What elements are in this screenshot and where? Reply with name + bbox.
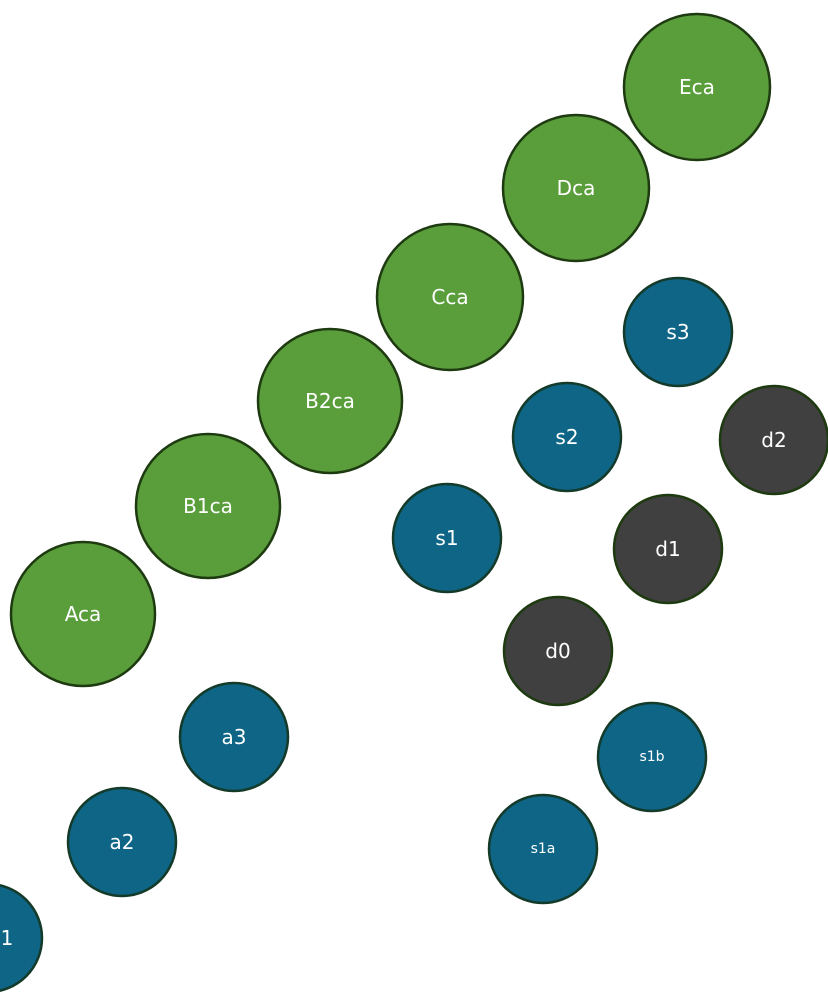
circle-node: Eca	[622, 12, 772, 162]
node-circle	[487, 793, 599, 905]
circle-node: d2	[718, 384, 828, 496]
node-label: a2	[110, 830, 135, 854]
node-circle	[178, 681, 290, 793]
node-label: 1	[1, 926, 14, 950]
circle-node: a2	[66, 786, 178, 898]
circle-node: B1ca	[134, 432, 282, 580]
node-label: B1ca	[183, 494, 233, 518]
node-label: s1	[435, 526, 458, 550]
node-label: Dca	[557, 176, 596, 200]
circle-node: s3	[622, 276, 734, 388]
circle-node: d1	[612, 493, 724, 605]
node-label: s1b	[639, 749, 664, 765]
node-label: Aca	[65, 602, 102, 626]
node-label: s2	[555, 425, 578, 449]
node-circle	[596, 701, 708, 813]
node-label: s3	[666, 320, 689, 344]
node-circle	[718, 384, 828, 496]
circle-node: s1a	[487, 793, 599, 905]
node-label: d1	[655, 537, 680, 561]
circle-node: Cca	[375, 222, 525, 372]
node-circle	[622, 276, 734, 388]
circle-node: s1b	[596, 701, 708, 813]
circle-node: s2	[511, 381, 623, 493]
node-label: s1a	[531, 841, 556, 857]
node-circle	[9, 540, 157, 688]
circle-node: a3	[178, 681, 290, 793]
node-label: Cca	[431, 285, 468, 309]
circle-node: d0	[502, 595, 614, 707]
node-circle	[501, 113, 651, 263]
node-label: B2ca	[305, 389, 355, 413]
node-circle	[66, 786, 178, 898]
node-label: d0	[545, 639, 570, 663]
circle-node: Dca	[501, 113, 651, 263]
node-circle	[502, 595, 614, 707]
node-circle	[612, 493, 724, 605]
node-circle	[511, 381, 623, 493]
node-label: Eca	[679, 75, 715, 99]
node-circle	[134, 432, 282, 580]
circle-node: Aca	[9, 540, 157, 688]
node-label: a3	[222, 725, 247, 749]
node-circle	[375, 222, 525, 372]
node-circle	[391, 482, 503, 594]
node-circle	[0, 884, 44, 992]
node-circle	[622, 12, 772, 162]
circle-node: s1	[391, 482, 503, 594]
circle-node: B2ca	[256, 327, 404, 475]
node-label: d2	[761, 428, 786, 452]
node-circle	[256, 327, 404, 475]
circle-node: 1	[0, 884, 44, 992]
